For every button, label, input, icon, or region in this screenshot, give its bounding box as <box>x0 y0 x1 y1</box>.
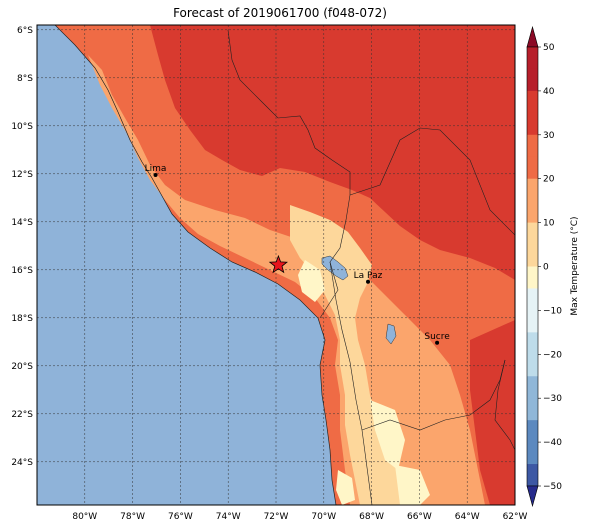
colorbar-band <box>527 310 538 333</box>
colorbar-band <box>527 68 538 92</box>
colorbar-tick-label: −40 <box>543 438 562 448</box>
latitude-labels: 6°S 8°S 10°S 12°S 14°S 16°S 18°S 20°S 22°S 24°S <box>11 26 33 468</box>
colorbar-band <box>527 354 538 377</box>
border-peru-brazil <box>227 29 351 195</box>
lat-label: 24°S <box>11 458 33 468</box>
colorbar-tick-label: 40 <box>543 87 555 97</box>
lat-label: 10°S <box>11 122 33 132</box>
colorbar-band <box>527 90 538 114</box>
colorbar-band <box>527 244 538 267</box>
border-bolivia-argentina <box>361 359 506 431</box>
lon-label: 74°W <box>216 512 241 522</box>
lat-label: 14°S <box>11 218 33 228</box>
city-label: Lima <box>145 164 167 174</box>
cold-patch-4 <box>336 470 355 505</box>
lon-label: 78°W <box>120 512 145 522</box>
colorbar-extend-min <box>526 485 539 508</box>
colorbar-extend-max <box>526 25 539 48</box>
colorbar-tick-label: 10 <box>543 219 555 229</box>
map-title: Forecast of 2019061700 (f048-072) <box>173 6 387 20</box>
lon-label: 66°W <box>407 512 432 522</box>
colorbar-band <box>527 134 538 158</box>
border-bolivia-brazil <box>349 127 515 236</box>
colorbar-tick-label: 50 <box>543 43 555 53</box>
colorbar-tick-label: −50 <box>543 482 562 492</box>
colorbar-tick-label: 30 <box>543 131 555 141</box>
border-chile-argentina <box>361 429 373 505</box>
colorbar-tick-label: −20 <box>543 350 562 360</box>
city-markers: Lima La Paz Sucre <box>145 164 450 345</box>
lat-label: 16°S <box>11 266 33 276</box>
lon-label: 76°W <box>168 512 193 522</box>
colorbar-band <box>527 200 538 224</box>
lon-label: 72°W <box>264 512 289 522</box>
hot-region <box>150 25 515 280</box>
colorbar-band <box>527 398 538 421</box>
colorbar-band <box>527 332 538 355</box>
lat-label: 8°S <box>17 74 33 84</box>
lat-label: 20°S <box>11 362 33 372</box>
lon-label: 80°W <box>72 512 97 522</box>
city-label: Sucre <box>424 332 450 342</box>
colorbar-band <box>527 47 538 70</box>
lake-titicaca <box>321 255 349 281</box>
colorbar-tick-label: 0 <box>543 263 549 273</box>
lon-label: 64°W <box>455 512 480 522</box>
lat-label: 18°S <box>11 314 33 324</box>
coastline <box>54 25 337 505</box>
lon-label: 70°W <box>311 512 336 522</box>
colorbar-band <box>527 420 538 443</box>
border-bolivia-chile <box>329 261 363 431</box>
colorbar-label: Max Temperature (°C) <box>570 216 580 315</box>
city-dot <box>435 340 440 345</box>
colorbar-band <box>527 376 538 399</box>
colorbar-band <box>527 464 538 487</box>
city-dot <box>153 173 158 177</box>
lat-label: 22°S <box>11 410 33 420</box>
colorbar-band <box>527 442 538 465</box>
lat-label: 6°S <box>17 26 33 36</box>
cold-patch-3 <box>395 465 430 505</box>
colorbar-band <box>527 178 538 202</box>
colorbar: 50 40 30 20 10 0 −10 −20 −30 −40 −50 <box>526 25 562 508</box>
border-paraguay <box>494 359 515 451</box>
city-dot <box>366 279 371 284</box>
lon-label: 62°W <box>503 512 528 522</box>
colorbar-tick-label: −30 <box>543 394 562 404</box>
star-marker <box>268 254 288 274</box>
lat-label: 12°S <box>11 170 33 180</box>
map-frame <box>36 24 516 506</box>
cold-patch-1 <box>298 260 325 302</box>
colorbar-band <box>527 156 538 180</box>
longitude-labels: 80°W 78°W 76°W 74°W 72°W 70°W 68°W 66°W 64°W 62°W <box>72 512 527 522</box>
colorbar-band <box>527 266 538 289</box>
mild-region <box>88 55 485 505</box>
cold-patch-2 <box>370 400 405 470</box>
colorbar-band <box>527 222 538 246</box>
lake-poopo <box>385 323 397 345</box>
colorbar-band <box>527 112 538 136</box>
lon-label: 68°W <box>359 512 384 522</box>
colorbar-band <box>527 288 538 311</box>
colorbar-tick-label: 20 <box>543 175 555 185</box>
city-label: La Paz <box>354 271 383 281</box>
colorbar-tick-label: −10 <box>543 306 562 316</box>
